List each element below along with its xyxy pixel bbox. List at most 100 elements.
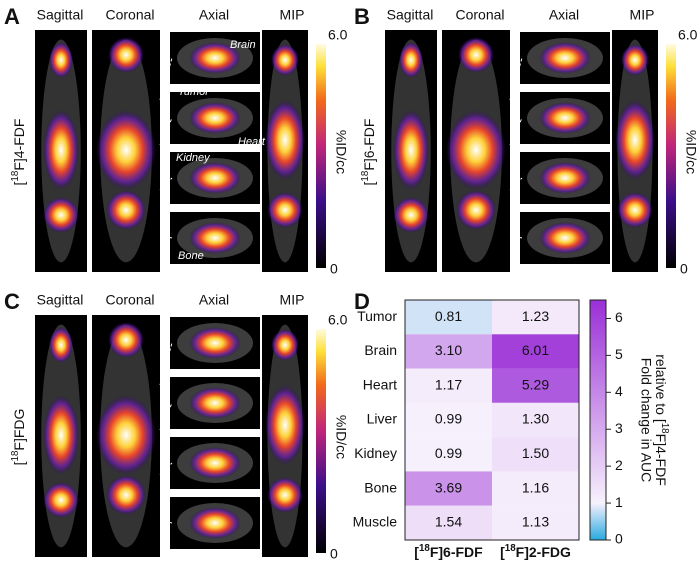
colorbar-max: 6.0 bbox=[328, 27, 348, 43]
superscript: 18 bbox=[505, 543, 516, 554]
cell-label: 1.16 bbox=[522, 479, 549, 495]
tick-label: 3 bbox=[615, 420, 623, 436]
uptake bbox=[189, 222, 241, 254]
leader bbox=[159, 234, 173, 239]
colorbar bbox=[589, 299, 607, 541]
row-label: Kidney bbox=[354, 445, 397, 461]
uptake bbox=[106, 475, 146, 515]
cell bbox=[405, 300, 492, 335]
cell bbox=[492, 402, 579, 438]
row-label: Heart bbox=[363, 376, 397, 392]
uptake bbox=[458, 37, 494, 73]
colorbar-max: 6.0 bbox=[678, 27, 698, 43]
text-part: F]6-FDF bbox=[430, 544, 483, 560]
superscript: 18 bbox=[360, 170, 371, 181]
uptake bbox=[189, 102, 241, 134]
uptake bbox=[189, 327, 241, 359]
panel-label: B bbox=[354, 4, 370, 29]
cell bbox=[405, 471, 492, 506]
tick-label: 4 bbox=[615, 383, 623, 399]
superscript: 18 bbox=[10, 170, 21, 181]
uptake bbox=[189, 162, 241, 194]
uptake bbox=[539, 102, 591, 134]
row-label: Bone bbox=[364, 479, 397, 495]
uptake bbox=[43, 395, 79, 475]
cell-label: 3.10 bbox=[435, 342, 462, 358]
row-label: Tumor bbox=[357, 308, 397, 324]
uptake bbox=[96, 395, 156, 475]
text-part: [ bbox=[414, 544, 419, 560]
uptake bbox=[267, 192, 303, 228]
text-part: F]2-FDG bbox=[516, 544, 571, 560]
cell-label: 0.99 bbox=[435, 445, 462, 461]
annotation: Heart bbox=[238, 136, 266, 148]
uptake bbox=[189, 507, 241, 539]
uptake bbox=[108, 322, 144, 358]
superscript: 18 bbox=[10, 450, 21, 461]
colorbar-unit: %ID/cc bbox=[333, 130, 349, 174]
view-header: Coronal bbox=[455, 7, 504, 23]
uptake bbox=[615, 100, 655, 180]
uptake bbox=[621, 44, 649, 76]
view-header: Sagittal bbox=[387, 7, 434, 23]
cell-label: 1.23 bbox=[522, 308, 549, 324]
annotation: Brain bbox=[230, 39, 256, 51]
annotation: Kidney bbox=[176, 152, 211, 164]
leader bbox=[159, 57, 173, 101]
uptake bbox=[106, 190, 146, 230]
view-header: Axial bbox=[199, 292, 229, 308]
leader bbox=[509, 234, 523, 239]
cell bbox=[492, 334, 579, 369]
superscript: 18 bbox=[419, 543, 430, 554]
text-part: F]4-FDF bbox=[653, 434, 669, 486]
cell bbox=[492, 437, 579, 472]
leader bbox=[159, 342, 173, 386]
leader bbox=[509, 177, 523, 191]
uptake bbox=[189, 447, 241, 479]
tick-label: 2 bbox=[615, 457, 623, 473]
row-label: Liver bbox=[367, 411, 398, 427]
uptake bbox=[43, 482, 79, 518]
view-header: Sagittal bbox=[37, 7, 84, 23]
panel-label: A bbox=[4, 4, 20, 29]
cell-label: 1.54 bbox=[435, 514, 462, 530]
cell-label: 0.81 bbox=[435, 308, 462, 324]
colorbar bbox=[316, 329, 326, 553]
cell bbox=[405, 334, 492, 369]
column-label: [18F]2-FDG bbox=[500, 543, 571, 560]
cell bbox=[405, 368, 492, 403]
text-part: [ bbox=[500, 544, 505, 560]
cell bbox=[492, 368, 579, 403]
text-part: F]FDG bbox=[11, 409, 27, 451]
uptake bbox=[539, 162, 591, 194]
uptake bbox=[265, 100, 305, 180]
view-header: Axial bbox=[549, 7, 579, 23]
uptake bbox=[267, 477, 303, 513]
cell-label: 3.69 bbox=[435, 479, 462, 495]
panel-label: C bbox=[4, 289, 20, 314]
cell-label: 1.50 bbox=[522, 445, 549, 461]
view-header: MIP bbox=[630, 7, 655, 23]
uptake bbox=[189, 387, 241, 419]
view-header: Axial bbox=[199, 7, 229, 23]
uptake bbox=[446, 110, 506, 190]
uptake bbox=[43, 110, 79, 190]
uptake bbox=[539, 42, 591, 74]
leader bbox=[159, 462, 173, 476]
uptake bbox=[96, 110, 156, 190]
view-header: Coronal bbox=[105, 7, 154, 23]
uptake bbox=[265, 385, 305, 465]
cell bbox=[405, 402, 492, 438]
leader bbox=[509, 57, 523, 101]
tracer-label: [18F]FDG bbox=[10, 409, 27, 466]
superscript: 18 bbox=[659, 423, 670, 434]
tracer-label: [18F]4-FDF bbox=[10, 119, 27, 186]
colorbar-label: Fold change in AUC bbox=[638, 358, 654, 483]
tick-label: 5 bbox=[615, 346, 623, 362]
uptake bbox=[271, 329, 299, 361]
colorbar-unit: %ID/cc bbox=[333, 415, 349, 459]
cell bbox=[492, 505, 579, 540]
tick-label: 0 bbox=[615, 531, 623, 547]
view-header: MIP bbox=[280, 7, 305, 23]
colorbar-unit: %ID/cc bbox=[683, 130, 699, 174]
